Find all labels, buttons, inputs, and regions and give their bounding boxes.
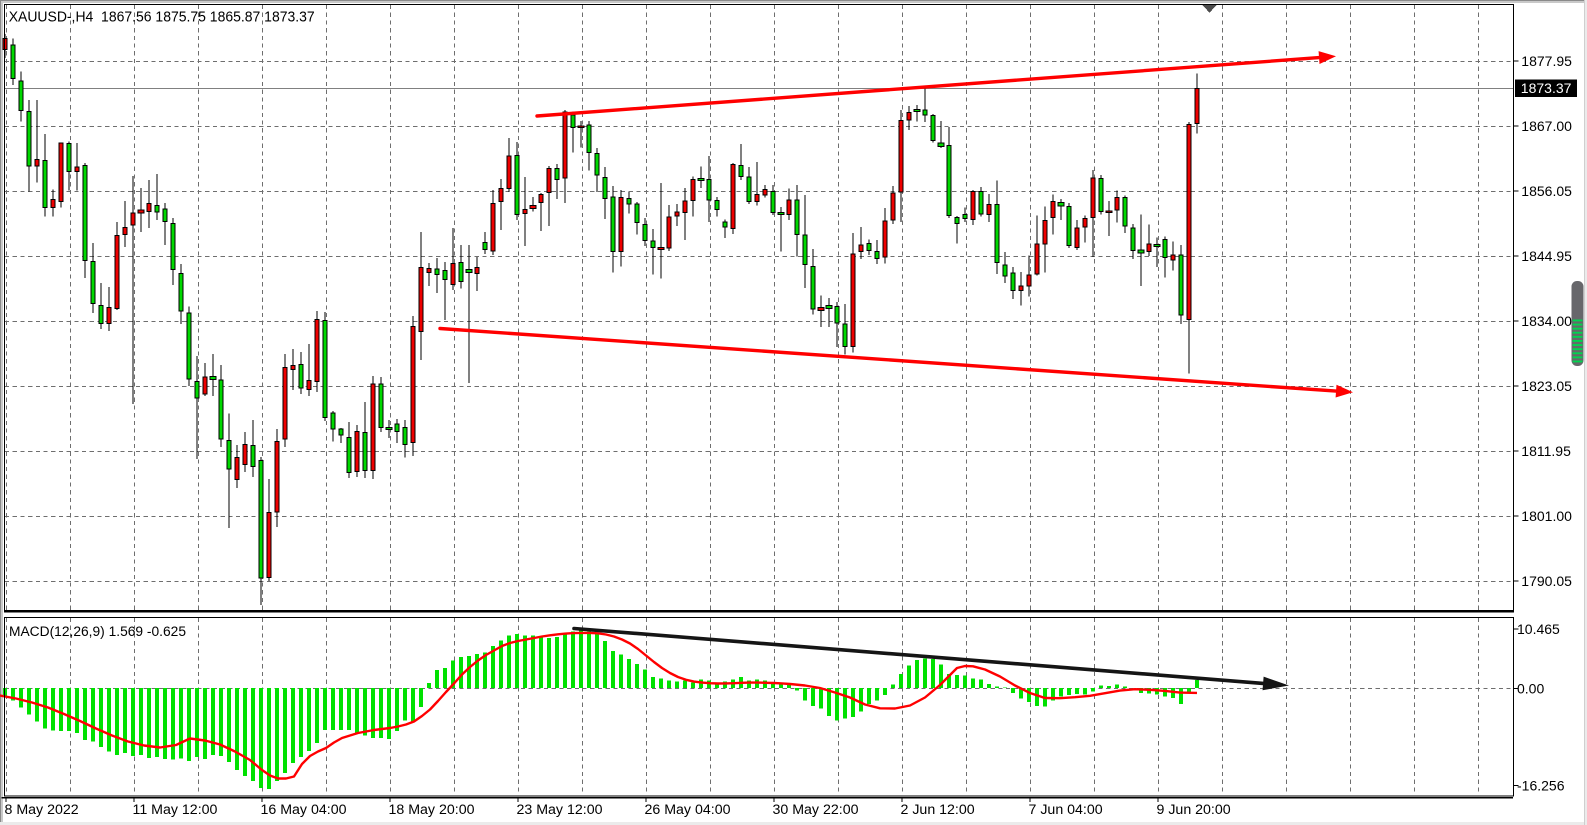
svg-text:1873.37: 1873.37	[1521, 80, 1572, 96]
svg-text:1877.95: 1877.95	[1521, 53, 1572, 69]
svg-text:11 May 12:00: 11 May 12:00	[133, 802, 218, 818]
svg-text:26 May 04:00: 26 May 04:00	[645, 802, 731, 818]
svg-text:23 May 12:00: 23 May 12:00	[517, 802, 603, 818]
svg-text:7 Jun 04:00: 7 Jun 04:00	[1029, 802, 1103, 818]
svg-text:10.465: 10.465	[1517, 621, 1560, 637]
svg-text:1823.05: 1823.05	[1521, 378, 1572, 394]
svg-text:0.00: 0.00	[1517, 681, 1544, 697]
svg-text:1856.05: 1856.05	[1521, 183, 1572, 199]
svg-text:1790.05: 1790.05	[1521, 573, 1572, 589]
svg-text:MACD(12,26,9) 1.569 -0.625: MACD(12,26,9) 1.569 -0.625	[9, 624, 186, 639]
svg-text:2 Jun 12:00: 2 Jun 12:00	[901, 802, 975, 818]
svg-text:8 May 2022: 8 May 2022	[5, 802, 79, 818]
svg-text:16 May 04:00: 16 May 04:00	[261, 802, 347, 818]
svg-text:1801.00: 1801.00	[1521, 508, 1572, 524]
svg-text:18 May 20:00: 18 May 20:00	[389, 802, 475, 818]
svg-text:9 Jun 20:00: 9 Jun 20:00	[1157, 802, 1231, 818]
svg-text:-16.256: -16.256	[1517, 778, 1565, 794]
svg-text:1834.00: 1834.00	[1521, 313, 1572, 329]
svg-text:1867.00: 1867.00	[1521, 118, 1572, 134]
svg-text:1811.95: 1811.95	[1521, 443, 1571, 459]
svg-text:XAUUSD-,H4 1867.56 1875.75 18: XAUUSD-,H4 1867.56 1875.75 1865.87 1873.…	[9, 9, 315, 26]
svg-text:30 May 22:00: 30 May 22:00	[773, 802, 859, 818]
svg-text:1844.95: 1844.95	[1521, 248, 1572, 264]
